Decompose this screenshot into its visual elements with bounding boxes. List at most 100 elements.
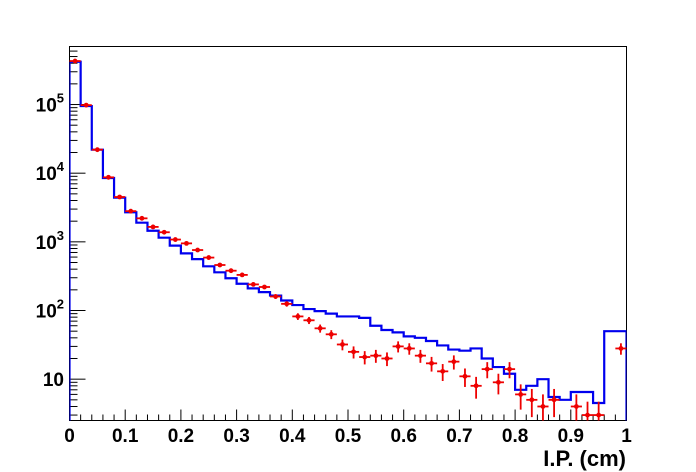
data-point — [348, 346, 360, 359]
data-point — [236, 272, 248, 278]
data-marker — [484, 366, 490, 372]
y-tick-base: 10 — [43, 370, 64, 391]
data-marker — [94, 147, 100, 153]
data-point — [125, 208, 137, 214]
data-point — [147, 224, 159, 230]
data-point — [448, 355, 460, 370]
y-tick-base: 10 — [36, 302, 57, 323]
data-marker — [83, 102, 89, 108]
data-point — [258, 284, 271, 290]
data-point — [303, 316, 315, 325]
data-marker — [451, 359, 457, 365]
data-point — [470, 376, 482, 399]
x-tick-label: 0.4 — [279, 426, 306, 447]
data-point — [214, 262, 226, 268]
data-marker — [217, 262, 223, 268]
x-tick-label: 0.2 — [168, 426, 194, 447]
y-tick-base: 10 — [36, 96, 57, 117]
y-tick-exponent: 2 — [57, 297, 64, 312]
data-marker — [150, 224, 156, 230]
data-point — [370, 349, 382, 363]
data-marker — [161, 229, 167, 235]
data-marker — [429, 360, 434, 366]
data-point — [292, 313, 304, 320]
data-point — [459, 368, 471, 387]
data-point — [325, 330, 337, 340]
data-marker — [295, 314, 301, 319]
data-marker — [418, 353, 423, 359]
data-point — [102, 174, 115, 180]
data-marker — [273, 294, 278, 299]
data-marker — [540, 404, 546, 409]
data-marker — [206, 255, 212, 260]
plot-frame — [69, 46, 627, 421]
x-tick-label: 0.8 — [502, 426, 528, 447]
y-tick-label: 102 — [36, 297, 64, 323]
data-marker — [440, 368, 446, 374]
data-marker — [395, 344, 401, 349]
data-point — [80, 102, 92, 108]
x-tick-label: 0.1 — [112, 426, 139, 447]
y-tick-label: 10 — [43, 370, 64, 391]
data-marker — [172, 237, 178, 242]
data-marker — [351, 349, 356, 355]
series-histogram-blue — [69, 60, 627, 421]
histogram-step-line — [69, 60, 627, 421]
data-marker — [551, 397, 557, 403]
data-point — [437, 364, 449, 382]
x-tick-label: 0 — [64, 426, 75, 447]
y-tick-base: 10 — [36, 233, 57, 254]
data-marker — [618, 346, 624, 351]
data-point — [247, 281, 259, 287]
data-marker — [518, 391, 524, 397]
data-marker — [317, 325, 323, 331]
data-point — [537, 394, 549, 421]
data-marker — [195, 247, 201, 253]
data-marker — [529, 397, 535, 403]
x-axis: 0 0.1 0.2 0.3 0.4 0.5 0.6 0.7 0.8 0.9 1 — [64, 409, 632, 447]
series-points-red — [69, 58, 627, 421]
data-marker — [117, 194, 123, 200]
data-marker — [184, 240, 189, 246]
data-point — [314, 324, 326, 333]
y-tick-label: 105 — [36, 91, 64, 117]
data-marker — [585, 412, 590, 418]
data-marker — [239, 272, 245, 278]
y-tick-exponent: 5 — [57, 91, 64, 106]
y-tick-base: 10 — [36, 164, 57, 185]
data-marker — [340, 342, 345, 347]
y-tick-label: 104 — [36, 159, 65, 185]
data-point — [158, 229, 170, 235]
data-point — [136, 215, 148, 221]
x-tick-label: 1 — [621, 426, 632, 447]
data-marker — [228, 268, 234, 274]
x-tick-label: 0.9 — [558, 426, 584, 447]
data-marker — [328, 331, 334, 337]
x-tick-label: 0.3 — [223, 426, 249, 447]
data-marker — [128, 208, 134, 214]
data-marker — [262, 284, 267, 290]
data-point — [492, 373, 504, 395]
data-marker — [106, 174, 111, 180]
data-marker — [250, 281, 256, 287]
data-point — [615, 343, 627, 355]
data-marker — [384, 356, 390, 361]
data-point — [515, 384, 527, 410]
data-point — [403, 343, 415, 355]
data-point — [114, 194, 126, 200]
data-point — [392, 341, 404, 353]
x-tick-label: 0.5 — [335, 426, 362, 447]
data-point — [548, 388, 560, 418]
data-point — [581, 401, 594, 421]
data-marker — [362, 354, 368, 360]
data-point — [192, 247, 204, 253]
x-tick-label: 0.7 — [446, 426, 472, 447]
data-marker — [596, 412, 602, 418]
data-point — [169, 237, 181, 242]
y-tick-label: 103 — [36, 228, 64, 254]
x-axis-title: I.P. (cm) — [543, 446, 626, 471]
data-marker — [507, 366, 512, 372]
data-point — [281, 301, 293, 307]
data-marker — [462, 373, 468, 379]
